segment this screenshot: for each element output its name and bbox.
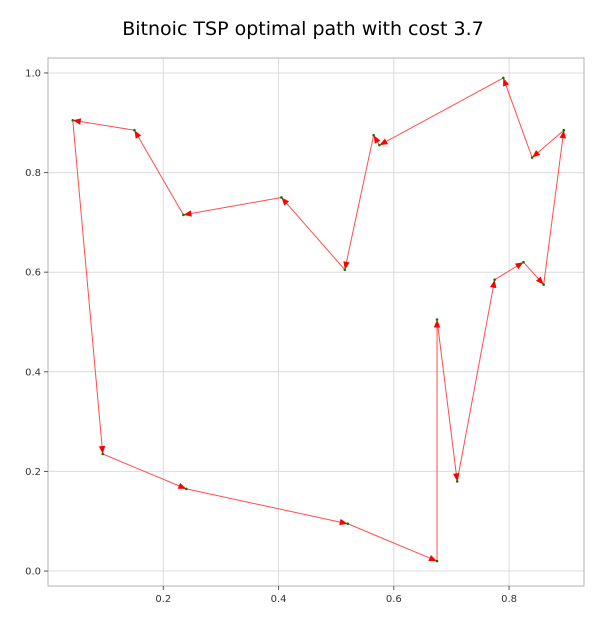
direction-arrow [98, 445, 106, 454]
city-point [343, 268, 347, 271]
chart-title: Bitnoic TSP optimal path with cost 3.7 [122, 18, 484, 40]
direction-arrow [433, 319, 441, 328]
direction-arrow [72, 118, 82, 125]
path-layer [72, 77, 565, 562]
city-point [378, 143, 381, 147]
path-segment [379, 77, 504, 146]
city-point [435, 318, 439, 321]
x-tick-label: 0.6 [386, 594, 402, 605]
direction-arrow [532, 149, 541, 158]
path-segment [134, 129, 184, 216]
path-segment [436, 319, 458, 482]
y-tick-label: 0.6 [25, 268, 41, 279]
direction-arrow [559, 130, 566, 139]
path-segment [72, 120, 104, 455]
x-tick-label: 0.8 [501, 594, 517, 605]
city-point [346, 522, 349, 526]
x-tick-label: 0.4 [271, 594, 287, 605]
y-tick-label: 1.0 [25, 68, 41, 79]
city-point [280, 196, 283, 199]
city-point [493, 278, 496, 281]
direction-arrow [339, 518, 348, 526]
direction-arrow [281, 197, 290, 206]
y-tick-label: 0.0 [25, 567, 41, 578]
direction-arrow [514, 262, 524, 270]
path-segment [102, 453, 187, 490]
direction-arrow [453, 473, 460, 482]
city-point [372, 133, 375, 137]
direction-arrow [428, 555, 438, 562]
direction-arrow [373, 135, 381, 144]
city-point [101, 452, 105, 456]
city-point [502, 76, 505, 80]
y-tick-label: 0.8 [25, 168, 41, 179]
city-point [71, 118, 75, 122]
city-point [522, 260, 525, 264]
path-segment [186, 488, 348, 525]
direction-arrow [183, 210, 192, 217]
path-segment [502, 77, 533, 158]
city-point [185, 487, 188, 491]
city-point [562, 128, 566, 132]
plot-frame [47, 57, 585, 587]
path-segment [72, 119, 135, 131]
tick-layer: 0.2 0.4 0.6 0.8 0.0 0.2 0.4 0.6 0.8 1.0 [25, 68, 517, 605]
direction-arrow [535, 276, 544, 285]
direction-arrow [503, 77, 510, 87]
grid-layer [48, 58, 584, 586]
direction-arrow [343, 261, 350, 270]
path-segment [183, 196, 282, 216]
path-segment [456, 279, 496, 482]
city-point [182, 213, 185, 217]
city-point [455, 480, 459, 483]
path-segment [344, 135, 375, 270]
y-tick-label: 0.4 [25, 367, 41, 378]
city-point [542, 283, 545, 286]
city-point [530, 156, 534, 159]
x-tick-label: 0.2 [155, 594, 171, 605]
direction-arrow [490, 279, 497, 289]
city-point [435, 559, 439, 563]
path-segment [543, 130, 565, 285]
direction-arrow [177, 482, 187, 489]
direction-arrow [134, 130, 142, 139]
path-segment [347, 523, 438, 562]
y-tick-label: 0.2 [25, 467, 41, 478]
city-point [133, 128, 136, 132]
arrow-layer [71, 76, 566, 563]
direction-arrow [379, 138, 388, 146]
path-segment [281, 197, 346, 271]
